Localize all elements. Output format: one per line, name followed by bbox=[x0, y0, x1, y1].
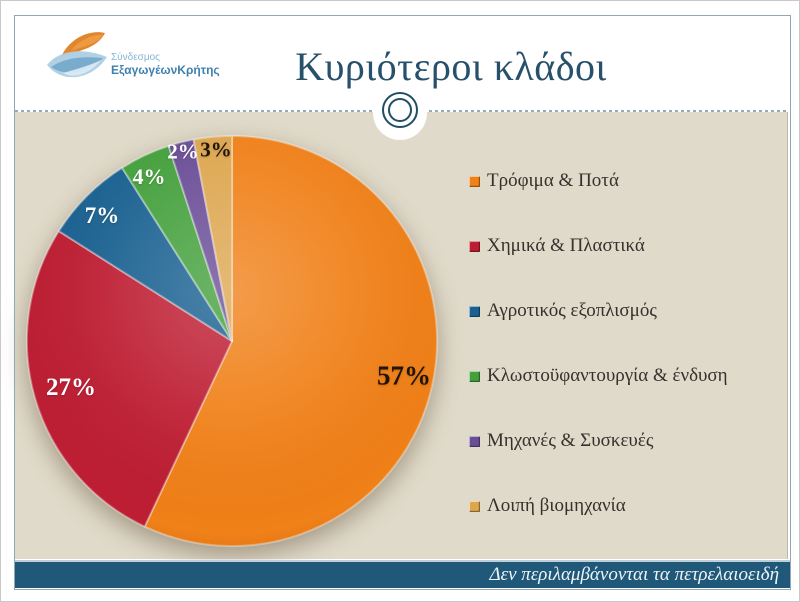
pie-data-label: 2% bbox=[167, 139, 199, 164]
logo-text: Σύνδεσμος ΕξαγωγέωνΚρήτης bbox=[111, 52, 220, 77]
legend-label: Κλωστοϋφαντουργία & ένδυση bbox=[487, 365, 728, 386]
legend-label: Χημικά & Πλαστικά bbox=[487, 235, 645, 256]
legend-item: Μηχανές & Συσκευές bbox=[469, 429, 728, 453]
legend-label: Λοιπή βιομηχανία bbox=[487, 495, 626, 516]
logo-name-line2: ΕξαγωγέωνΚρήτης bbox=[111, 62, 220, 77]
pie-data-label: 57% bbox=[377, 360, 431, 391]
pie-data-label: 27% bbox=[46, 374, 96, 401]
circle-ornament-inner-ring bbox=[388, 98, 412, 122]
legend-item: Κλωστοϋφαντουργία & ένδυση bbox=[469, 364, 728, 388]
legend-item: Χημικά & Πλαστικά bbox=[469, 234, 728, 258]
legend-swatch-icon bbox=[469, 500, 480, 512]
legend-swatch-icon bbox=[469, 435, 480, 447]
legend-swatch-icon bbox=[469, 305, 480, 317]
legend-swatch-icon bbox=[469, 240, 480, 252]
circle-ornament-icon bbox=[382, 92, 418, 128]
legend-label: Τρόφιμα & Ποτά bbox=[487, 170, 619, 191]
pie-chart bbox=[25, 134, 439, 548]
legend-label: Μηχανές & Συσκευές bbox=[487, 430, 654, 451]
slide-title: Κυριότεροι κλάδοι bbox=[295, 44, 607, 89]
legend-item: Αγροτικός εξοπλισμός bbox=[469, 299, 728, 323]
pie-data-label: 3% bbox=[200, 137, 232, 162]
pie-gloss-overlay bbox=[26, 135, 438, 547]
pie-data-label: 7% bbox=[84, 203, 120, 228]
legend-item: Τρόφιμα & Ποτά bbox=[469, 169, 728, 193]
legend-swatch-icon bbox=[469, 175, 480, 187]
chart-legend: Τρόφιμα & Ποτά Χημικά & Πλαστικά Αγροτικός… bbox=[469, 169, 728, 559]
legend-swatch-icon bbox=[469, 370, 480, 382]
pie-data-label: 4% bbox=[132, 164, 166, 189]
footer-bar: Δεν περιλαμβάνονται τα πετρελαιοειδή bbox=[14, 560, 791, 588]
logo-name-line1: Σύνδεσμος bbox=[111, 52, 160, 63]
bird-logo-icon bbox=[47, 32, 107, 78]
legend-label: Αγροτικός εξοπλισμός bbox=[487, 300, 657, 321]
logo: Σύνδεσμος ΕξαγωγέωνΚρήτης bbox=[43, 27, 233, 93]
footer-note: Δεν περιλαμβάνονται τα πετρελαιοειδή bbox=[489, 564, 779, 585]
legend-item: Λοιπή βιομηχανία bbox=[469, 494, 728, 518]
